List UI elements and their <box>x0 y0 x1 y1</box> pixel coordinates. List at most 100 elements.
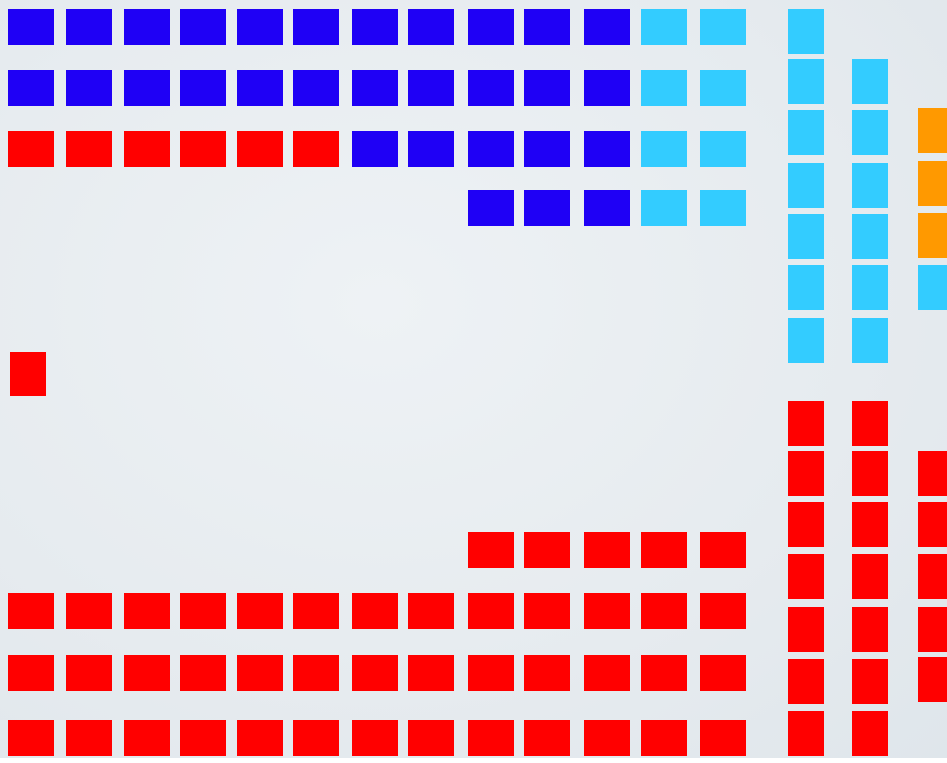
seat <box>641 9 687 45</box>
seat <box>584 9 630 45</box>
seat <box>918 213 947 258</box>
seat <box>918 657 947 702</box>
seat <box>237 70 283 106</box>
seat <box>852 318 888 363</box>
seat <box>524 532 570 568</box>
seat <box>524 655 570 691</box>
seat <box>852 214 888 259</box>
seat <box>918 108 947 153</box>
seat <box>237 593 283 629</box>
seat <box>408 9 454 45</box>
seat <box>584 720 630 756</box>
seat <box>788 265 824 310</box>
seat <box>237 655 283 691</box>
seat <box>66 720 112 756</box>
seat <box>584 70 630 106</box>
seat <box>408 655 454 691</box>
seat <box>66 655 112 691</box>
seat <box>918 554 947 599</box>
seat <box>524 720 570 756</box>
seat <box>408 70 454 106</box>
seat <box>700 593 746 629</box>
seat <box>584 593 630 629</box>
seat <box>66 593 112 629</box>
seat <box>66 70 112 106</box>
seat <box>641 131 687 167</box>
seat <box>408 131 454 167</box>
seat <box>524 131 570 167</box>
seat <box>66 131 112 167</box>
seat <box>788 659 824 704</box>
seat <box>468 655 514 691</box>
seat <box>788 554 824 599</box>
seat <box>852 711 888 756</box>
seat <box>468 131 514 167</box>
seat <box>10 352 46 396</box>
seat <box>788 502 824 547</box>
seat <box>641 593 687 629</box>
seat <box>852 59 888 104</box>
seat <box>584 532 630 568</box>
seat <box>66 9 112 45</box>
seat <box>352 720 398 756</box>
seat <box>124 655 170 691</box>
seat <box>180 9 226 45</box>
seat <box>293 720 339 756</box>
seat <box>641 70 687 106</box>
seat <box>918 607 947 652</box>
seat <box>788 9 824 54</box>
seat <box>788 163 824 208</box>
seat <box>408 720 454 756</box>
seat <box>524 70 570 106</box>
seat <box>852 607 888 652</box>
seat <box>700 70 746 106</box>
seat <box>468 70 514 106</box>
seat <box>700 9 746 45</box>
seat <box>641 655 687 691</box>
seat <box>293 9 339 45</box>
seat <box>237 9 283 45</box>
seat <box>180 593 226 629</box>
seat <box>700 655 746 691</box>
seat <box>918 502 947 547</box>
seat <box>788 711 824 756</box>
seat <box>352 70 398 106</box>
seat <box>8 70 54 106</box>
seat <box>124 70 170 106</box>
seat <box>124 720 170 756</box>
seat <box>700 720 746 756</box>
seat <box>788 318 824 363</box>
seat <box>524 190 570 226</box>
seat <box>468 9 514 45</box>
seat <box>293 131 339 167</box>
seat <box>852 502 888 547</box>
seat <box>852 659 888 704</box>
seat <box>8 720 54 756</box>
seat <box>237 131 283 167</box>
seat <box>468 190 514 226</box>
seat <box>700 532 746 568</box>
seat <box>352 593 398 629</box>
seat <box>468 593 514 629</box>
seat <box>852 451 888 496</box>
seat <box>788 110 824 155</box>
seat <box>352 655 398 691</box>
seat <box>852 163 888 208</box>
seat <box>584 190 630 226</box>
seat <box>788 59 824 104</box>
seat <box>641 532 687 568</box>
seat <box>408 593 454 629</box>
seat <box>524 593 570 629</box>
seat <box>584 655 630 691</box>
seat <box>8 655 54 691</box>
seat <box>700 190 746 226</box>
seat <box>124 131 170 167</box>
seat <box>8 131 54 167</box>
seat <box>124 593 170 629</box>
seat <box>352 131 398 167</box>
seat <box>293 655 339 691</box>
seat <box>584 131 630 167</box>
seat <box>852 110 888 155</box>
seat <box>468 720 514 756</box>
